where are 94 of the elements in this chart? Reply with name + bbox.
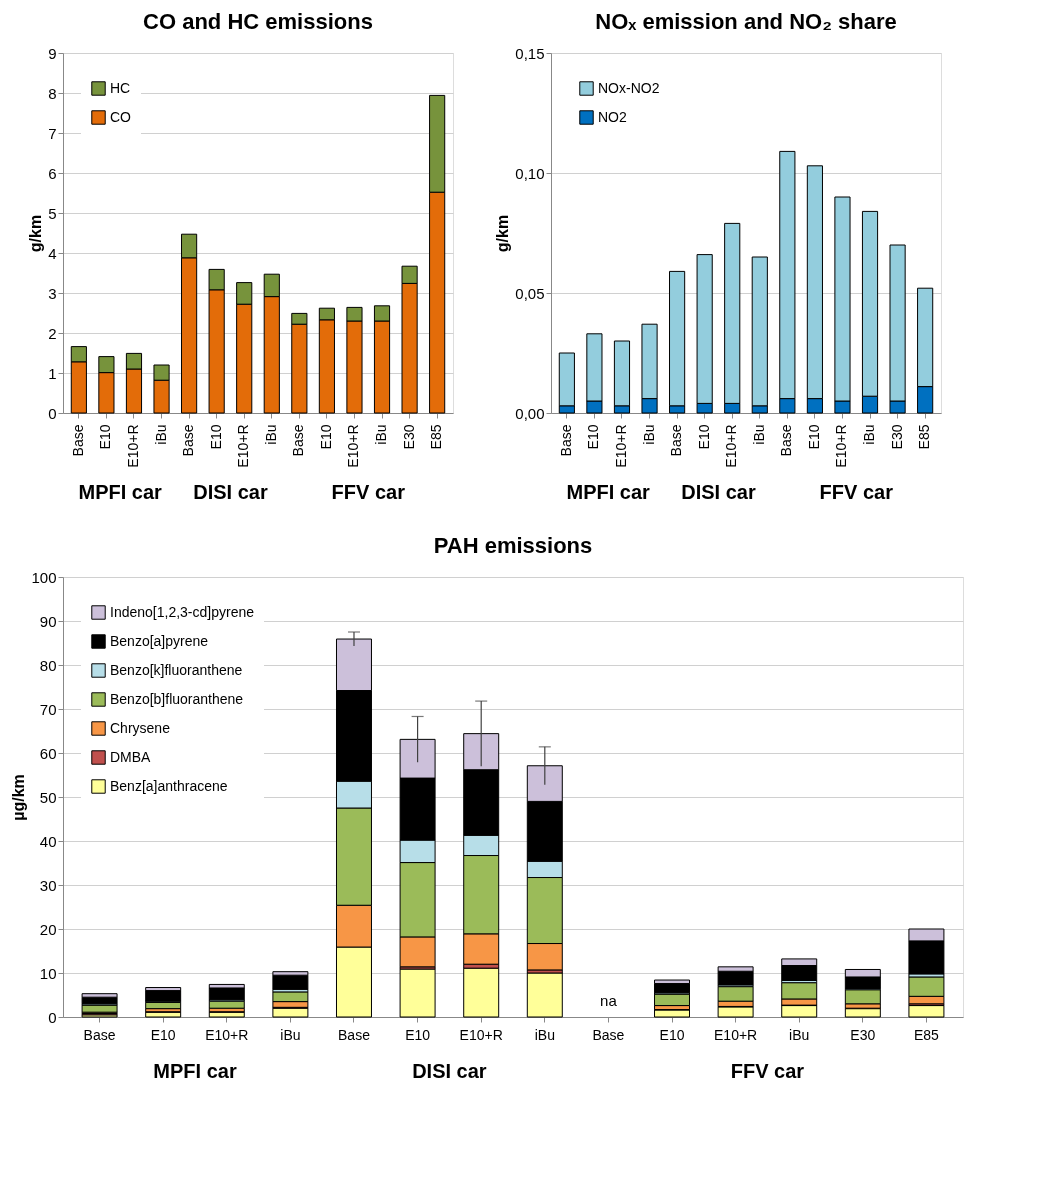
y-tick-label: 60 xyxy=(39,744,57,762)
x-tick-label: Base xyxy=(83,1026,116,1043)
x-tick-label: Base xyxy=(290,424,307,457)
x-tick-label: E10 xyxy=(659,1026,685,1043)
y-axis-title: g/km xyxy=(494,214,512,253)
x-tick-label: E10+R xyxy=(235,424,252,468)
x-tick-label: iBu xyxy=(152,424,169,445)
y-tick-label: 100 xyxy=(31,568,57,586)
y-tick-label: 7 xyxy=(48,124,57,142)
x-tick-label: iBu xyxy=(262,424,279,445)
chart-title: NOₓ emission and NO₂ share xyxy=(595,9,897,34)
x-tick-label: Base xyxy=(69,424,86,457)
x-tick-label: E30 xyxy=(850,1026,876,1043)
y-tick-label: 8 xyxy=(48,84,57,102)
x-tick-label: iBu xyxy=(789,1026,810,1043)
legend-label: HC xyxy=(110,79,131,96)
legend-label: CO xyxy=(110,108,132,125)
x-tick-label: iBu xyxy=(373,424,390,445)
x-tick-label: Base xyxy=(180,424,197,457)
y-tick-label: 0,05 xyxy=(515,284,545,302)
x-tick-label: E10 xyxy=(805,424,822,450)
y-tick-label: 10 xyxy=(39,964,57,982)
legend-label: Benz[a]anthracene xyxy=(110,777,228,794)
y-tick-label: 1 xyxy=(48,364,57,382)
y-tick-label: 80 xyxy=(39,656,57,674)
text: FFV car xyxy=(819,481,894,503)
x-tick-label: E10+R xyxy=(833,424,850,468)
x-tick-label: Base xyxy=(338,1026,371,1043)
x-tick-label: E30 xyxy=(400,424,417,450)
x-tick-label: E10 xyxy=(405,1026,431,1043)
x-tick-label: E10+R xyxy=(345,424,362,468)
y-tick-label: 9 xyxy=(48,44,57,62)
x-tick-label: Base xyxy=(557,424,574,457)
y-tick-label: 40 xyxy=(39,832,57,850)
legend-label: Benzo[b]fluoranthene xyxy=(110,690,244,707)
y-tick-label: 50 xyxy=(39,788,57,806)
x-tick-label: E30 xyxy=(888,424,905,450)
y-tick-label: 0 xyxy=(48,1008,57,1026)
y-tick-label: 0,00 xyxy=(515,404,545,422)
x-tick-label: E10 xyxy=(317,424,334,450)
x-tick-label: Base xyxy=(668,424,685,457)
y-tick-label: 3 xyxy=(48,284,57,302)
legend-label: Chrysene xyxy=(110,719,171,736)
x-tick-label: iBu xyxy=(534,1026,555,1043)
x-tick-label: Base xyxy=(592,1026,625,1043)
y-tick-label: 4 xyxy=(48,244,57,262)
chart-title: CO and HC emissions xyxy=(143,9,373,34)
x-tick-label: iBu xyxy=(750,424,767,445)
text: FFV car xyxy=(331,481,406,503)
x-tick-label: iBu xyxy=(640,424,657,445)
y-tick-label: 90 xyxy=(39,612,57,630)
x-tick-label: E10+R xyxy=(459,1026,503,1043)
x-tick-label: iBu xyxy=(861,424,878,445)
y-tick-label: 0 xyxy=(48,404,57,422)
text: MPFI car xyxy=(566,481,651,503)
text: MPFI car xyxy=(78,481,163,503)
chart-title: PAH emissions xyxy=(433,533,593,558)
x-tick-label: E10 xyxy=(150,1026,176,1043)
y-tick-label: 6 xyxy=(48,164,57,182)
legend-label: Benzo[k]fluoranthene xyxy=(110,661,243,678)
text: FFV car xyxy=(730,1060,805,1082)
y-tick-label: 0,15 xyxy=(515,44,545,62)
x-tick-label: Base xyxy=(778,424,795,457)
text: DISI car xyxy=(681,481,756,503)
legend-label: Benzo[a]pyrene xyxy=(110,632,209,649)
x-tick-label: E10 xyxy=(207,424,224,450)
x-tick-label: E85 xyxy=(913,1026,940,1043)
x-tick-label: E85 xyxy=(428,424,445,450)
y-tick-label: 5 xyxy=(48,204,57,222)
y-tick-label: 20 xyxy=(39,920,57,938)
x-tick-label: E10+R xyxy=(205,1026,249,1043)
x-tick-label: E10+R xyxy=(612,424,629,468)
x-tick-label: E10+R xyxy=(714,1026,758,1043)
x-tick-label: E10 xyxy=(695,424,712,450)
text: MPFI car xyxy=(153,1060,237,1082)
y-tick-label: 2 xyxy=(48,324,57,342)
y-tick-label: 30 xyxy=(39,876,57,894)
legend-label: NO2 xyxy=(598,108,627,125)
text: DISI car xyxy=(412,1060,487,1082)
x-tick-label: E10+R xyxy=(723,424,740,468)
y-axis-title: g/km xyxy=(27,214,45,253)
x-tick-label: iBu xyxy=(280,1026,301,1043)
x-tick-label: E10 xyxy=(97,424,114,450)
y-tick-label: 0,10 xyxy=(515,164,545,182)
legend-label: Indeno[1,2,3-cd]pyrene xyxy=(110,603,255,620)
x-tick-label: E85 xyxy=(916,424,933,450)
annotation: na xyxy=(600,992,618,1009)
legend-label: DMBA xyxy=(110,748,152,765)
x-tick-label: E10+R xyxy=(124,424,141,468)
legend-label: NOx-NO2 xyxy=(598,79,660,96)
text: DISI car xyxy=(193,481,268,503)
y-axis-title: µg/km xyxy=(10,774,28,821)
x-tick-label: E10 xyxy=(585,424,602,450)
y-tick-label: 70 xyxy=(39,700,57,718)
